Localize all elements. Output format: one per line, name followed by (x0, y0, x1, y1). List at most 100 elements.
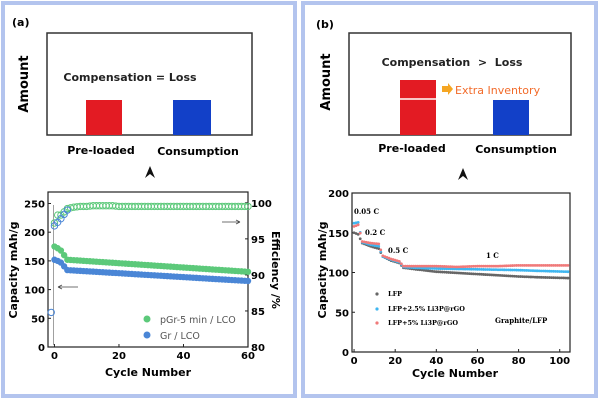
data-point (502, 274, 506, 278)
panel-b-schematic-box (348, 32, 572, 136)
data-point (558, 270, 562, 273)
data-point (494, 268, 498, 272)
data-point (554, 263, 558, 267)
data-point (375, 242, 379, 246)
panel-b-preloaded-label: Pre-loaded (378, 142, 445, 155)
data-point (541, 269, 545, 273)
data-point (428, 266, 432, 270)
arrow-left-icon (57, 284, 78, 290)
data-point (443, 270, 446, 274)
data-point (556, 270, 560, 273)
data-point (486, 264, 490, 268)
data-point (455, 267, 459, 271)
data-point (531, 269, 535, 273)
data-point (564, 276, 568, 280)
data-point (478, 272, 481, 276)
data-point (541, 263, 545, 267)
data-point (550, 263, 553, 267)
data-point (471, 272, 475, 276)
data-point (414, 264, 418, 268)
data-point (490, 273, 494, 277)
data-point (523, 275, 527, 279)
x-tick-label: 40 (177, 351, 191, 362)
legend-label-lfp-2.5: LFP+2.5% Li3P@rGO (388, 305, 465, 313)
data-point (465, 272, 469, 275)
data-point (527, 275, 531, 279)
data-point (504, 264, 508, 268)
data-point (434, 267, 438, 270)
x-tick-label: 20 (112, 351, 126, 362)
data-point (496, 264, 500, 268)
data-point (476, 267, 479, 271)
data-point (488, 264, 492, 268)
panel-b-amount-label: Amount (319, 53, 334, 110)
data-point (469, 272, 473, 276)
data-point (523, 263, 527, 267)
data-point (449, 271, 453, 274)
panel-a-schematic-box (46, 32, 253, 136)
data-point (498, 274, 502, 277)
data-point (371, 241, 374, 245)
data-point (416, 264, 420, 268)
data-point (461, 267, 465, 271)
legend-label-lfp-5: LFP+5% Li3P@rGO (388, 319, 458, 327)
data-point (550, 276, 553, 280)
data-point (550, 269, 553, 273)
data-point (486, 273, 490, 277)
chart-a: Cycle Number Capacity mAh/g Efficiency /… (7, 191, 282, 379)
data-point (539, 275, 543, 279)
data-point (356, 232, 360, 236)
panel-b-consumption-bar (493, 100, 529, 135)
data-point (406, 264, 409, 268)
data-point (492, 264, 496, 268)
data-point (455, 265, 459, 269)
y-tick-label: 50 (31, 314, 45, 325)
data-point (422, 264, 426, 268)
data-point (566, 270, 570, 274)
data-point (441, 270, 444, 274)
data-point (471, 267, 475, 271)
data-point (511, 274, 514, 278)
data-point (412, 264, 416, 268)
data-point (441, 264, 444, 268)
data-point (473, 264, 477, 268)
data-point (469, 264, 473, 268)
data-point (515, 268, 518, 272)
y-tick-label: 100 (24, 286, 45, 297)
data-point (443, 267, 446, 271)
data-point (523, 268, 527, 272)
data-point (453, 267, 457, 271)
data-point (558, 263, 562, 267)
data-point (478, 264, 481, 268)
data-point (552, 269, 555, 273)
panel-a-consumption-label: Consumption (157, 145, 239, 158)
data-point (562, 276, 566, 280)
data-point (358, 237, 362, 241)
data-point (426, 269, 430, 273)
data-point (447, 265, 451, 269)
data-point (511, 264, 514, 267)
data-point (358, 231, 362, 235)
data-point (445, 265, 449, 268)
data-point (377, 242, 381, 246)
data-point (453, 265, 457, 269)
data-point (467, 267, 471, 271)
data-point (517, 263, 520, 267)
data-point (548, 263, 551, 267)
data-point (420, 268, 424, 272)
data-point (428, 264, 432, 268)
data-point (377, 244, 381, 248)
data-point (548, 269, 551, 273)
x-tick-label: 80 (512, 356, 526, 367)
data-point (241, 202, 249, 211)
panel-b-statement: Compensation > Loss (382, 56, 523, 69)
data-point (482, 273, 486, 276)
data-point (488, 273, 492, 277)
data-point (439, 267, 442, 271)
legend-marker-lfp-5 (375, 321, 379, 325)
data-point (502, 264, 506, 268)
annotation-1c: 1 C (486, 251, 499, 260)
data-point (519, 263, 523, 267)
